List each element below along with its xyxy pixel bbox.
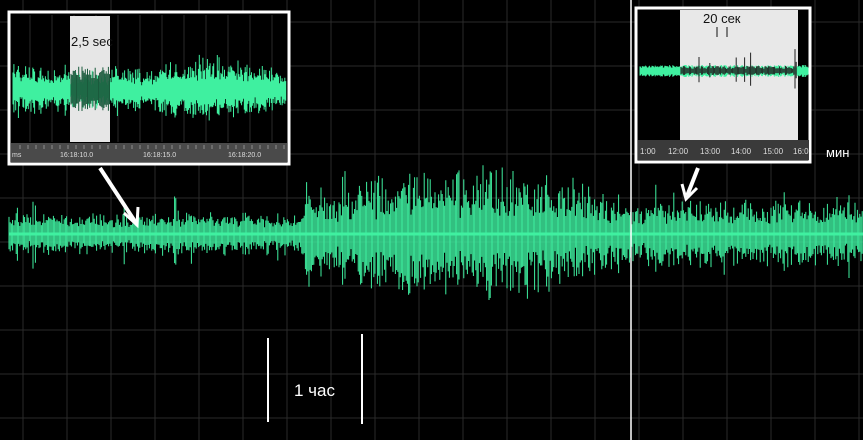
left-inset-tick-label: 16:18:20.0 — [228, 152, 261, 159]
right-inset-trace — [639, 27, 809, 89]
left-inset-axis-bar — [11, 143, 287, 162]
left-inset-signal-dark — [70, 66, 110, 111]
left-inset-tick-label: 16:18:15.0 — [143, 152, 176, 159]
right-inset-highlight-label: 20 сек — [703, 11, 741, 26]
left-inset: 2,5 sec ms 16:18:10.0 16:18:15.0 16:18:20.… — [7, 10, 291, 166]
scale-bar-label: 1 час — [294, 381, 335, 400]
right-inset-signal-dark — [680, 49, 797, 89]
right-inset-tick-label: 14:00 — [731, 147, 752, 156]
right-inset-ticks: 1:00 12:00 13:00 14:00 15:00 16:0 — [640, 147, 809, 156]
left-arrow-shaft — [98, 166, 138, 225]
scale-bar: 1 час — [267, 334, 363, 424]
right-inset-axis-bar — [638, 140, 809, 160]
right-inset-tick-label: 1:00 — [640, 147, 656, 156]
right-arrow-shaft — [685, 167, 700, 197]
main-trace — [8, 165, 863, 300]
left-inset-highlight-label: 2,5 sec — [71, 34, 113, 49]
left-inset-tick-label: 16:18:10.0 — [60, 152, 93, 159]
right-arrow — [680, 167, 700, 202]
right-inset-tick-label: 15:00 — [763, 147, 784, 156]
left-inset-axis-unit: ms — [12, 152, 22, 159]
right-inset-tick-label: 16:0 — [793, 147, 809, 156]
right-inset-axis-unit: мин — [826, 145, 849, 160]
right-arrow-head — [680, 183, 699, 202]
right-inset-tick-label: 13:00 — [700, 147, 721, 156]
left-inset-trace — [12, 54, 287, 121]
right-inset-tick-label: 12:00 — [668, 147, 689, 156]
left-inset-ticks: 16:18:10.0 16:18:15.0 16:18:20.0 — [19, 145, 285, 159]
right-inset: 20 сек 1:00 12:00 13:00 14:00 15:00 16:0 мин — [634, 6, 849, 164]
left-arrow — [98, 166, 140, 229]
left-arrow-head — [122, 206, 140, 229]
